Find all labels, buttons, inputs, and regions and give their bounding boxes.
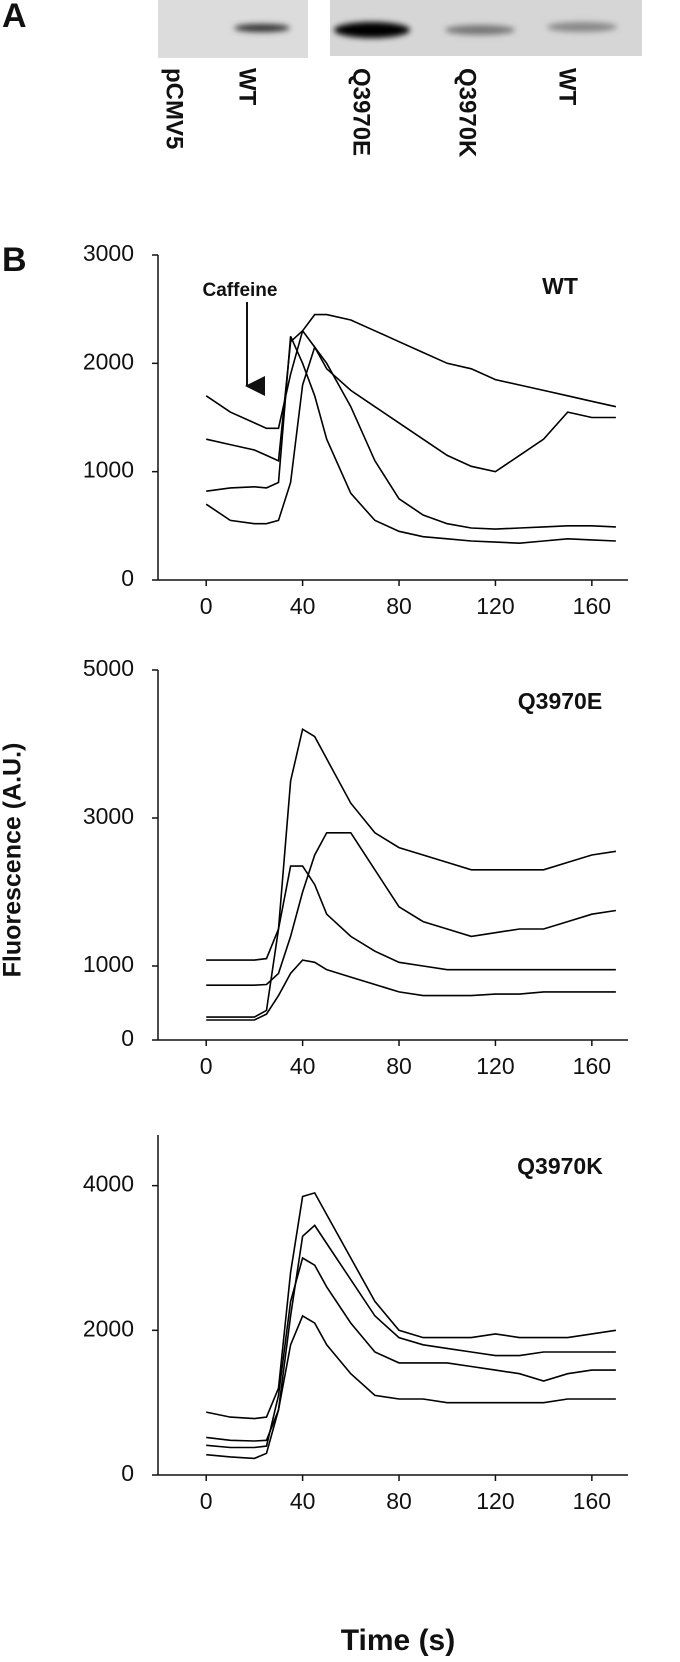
y-tick-label: 2000 <box>83 1315 134 1341</box>
blot-band <box>234 24 290 32</box>
x-tick-label: 0 <box>200 593 213 619</box>
y-tick-label: 3000 <box>83 240 134 266</box>
x-tick-label: 120 <box>476 1488 514 1514</box>
chart-label: Q3970K <box>517 1153 603 1179</box>
annotation: Caffeine <box>203 280 278 301</box>
x-tick-label: 160 <box>573 1488 611 1514</box>
panel-label: B <box>2 241 27 279</box>
blot-band <box>445 25 515 35</box>
y-tick-label: 0 <box>121 1025 134 1051</box>
x-tick-label: 40 <box>290 593 316 619</box>
blot-band <box>334 22 410 38</box>
blot-band <box>547 22 617 32</box>
y-tick-label: 1000 <box>83 951 134 977</box>
x-tick-label: 80 <box>386 593 412 619</box>
x-tick-label: 0 <box>200 1488 213 1514</box>
chart-label: WT <box>542 273 578 299</box>
line <box>206 727 617 961</box>
line <box>206 865 616 1018</box>
line <box>206 1314 616 1460</box>
line <box>206 329 616 473</box>
x-tick-label: 120 <box>476 1053 514 1079</box>
line <box>206 1256 616 1449</box>
y-tick-label: 0 <box>121 1460 134 1486</box>
y-tick-label: 3000 <box>83 803 134 829</box>
y-tick-label: 5000 <box>83 655 134 681</box>
x-tick-label: 0 <box>200 1053 213 1079</box>
x-tick-label: 80 <box>386 1053 412 1079</box>
x-tick-label: 80 <box>386 1488 412 1514</box>
x-tick-label: 160 <box>573 593 611 619</box>
x-axis-label: Time (s) <box>341 1624 455 1657</box>
y-tick-label: 4000 <box>83 1171 134 1197</box>
line <box>205 345 616 530</box>
panel-label: A <box>2 0 27 35</box>
line <box>206 959 616 1021</box>
x-tick-label: 40 <box>290 1053 316 1079</box>
y-tick-label: 2000 <box>83 348 134 374</box>
line <box>206 335 616 545</box>
line <box>206 832 617 986</box>
line <box>206 1191 617 1420</box>
lane-label: WT <box>234 68 261 106</box>
y-tick-label: 0 <box>121 565 134 591</box>
x-tick-label: 160 <box>573 1053 611 1079</box>
y-tick-label: 1000 <box>83 457 134 483</box>
line <box>205 313 617 430</box>
lane-label: pCMV5 <box>161 68 188 149</box>
x-tick-label: 40 <box>290 1488 316 1514</box>
lane-label: Q3970E <box>348 68 375 156</box>
y-axis-label: Fluorescence (A.U.) <box>0 743 27 978</box>
chart-label: Q3970E <box>518 688 602 714</box>
x-tick-label: 120 <box>476 593 514 619</box>
lane-label: WT <box>554 68 581 106</box>
lane-label: Q3970K <box>454 68 481 158</box>
